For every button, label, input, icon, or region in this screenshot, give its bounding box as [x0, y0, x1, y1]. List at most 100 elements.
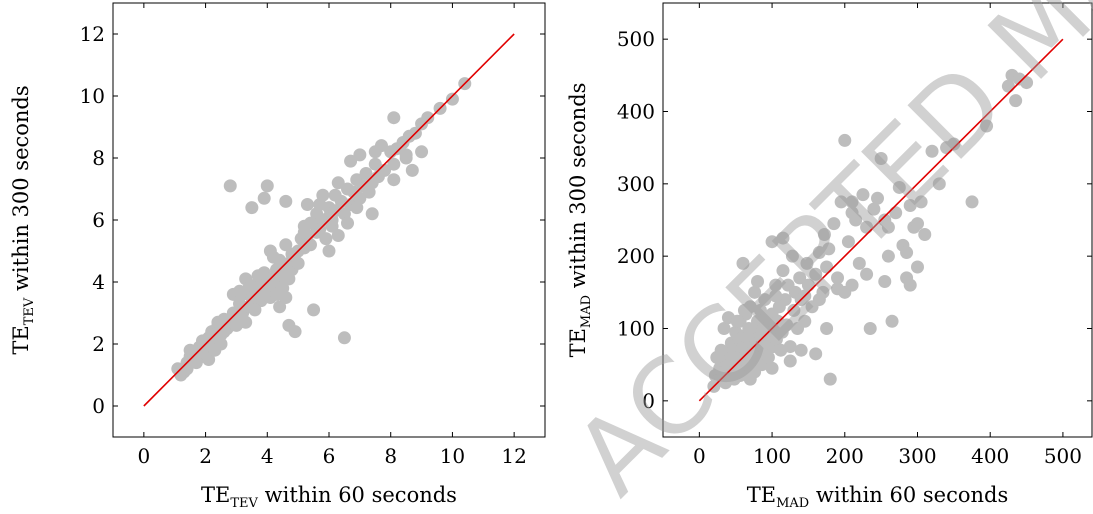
y-tick-label: 100	[617, 317, 655, 341]
scatter-point	[257, 191, 271, 205]
scatter-point	[841, 235, 855, 249]
scatter-point	[800, 256, 814, 270]
y-axis-title-rest: within 300 seconds	[566, 83, 590, 295]
scatter-point	[910, 260, 924, 274]
scatter-point	[733, 369, 747, 383]
scatter-point	[794, 343, 808, 357]
scatter-point	[867, 202, 881, 216]
y-tick-label: 4	[92, 270, 105, 294]
scatter-point	[914, 195, 928, 209]
scatter-point	[337, 331, 351, 345]
scatter-point	[878, 213, 892, 227]
y-axis-title-sub: MAD	[579, 295, 594, 328]
scatter-point	[845, 195, 859, 209]
scatter-point	[812, 293, 826, 307]
scatter-point	[831, 282, 845, 296]
scatter-point	[266, 250, 280, 264]
scatter-point	[273, 300, 287, 314]
identity-line	[698, 38, 1064, 402]
scatter-point	[892, 180, 906, 194]
scatter-point	[863, 322, 877, 335]
scatter-point	[758, 293, 772, 307]
scatter-point	[736, 256, 750, 270]
scatter-point	[288, 325, 302, 339]
x-tick-label: 2	[199, 444, 212, 468]
scatter-point	[279, 194, 293, 208]
scatter-point	[918, 227, 932, 241]
scatter-point	[285, 247, 299, 261]
scatter-point	[279, 291, 293, 304]
scatter-point	[845, 278, 859, 292]
scatter-point	[765, 361, 779, 375]
scatter-point	[776, 231, 790, 245]
y-axis-title: TEMAD within 300 seconds	[566, 83, 594, 358]
scatter-point	[874, 152, 888, 166]
scatter-point	[900, 246, 914, 260]
scatter-point	[297, 225, 311, 239]
scatter-point	[809, 267, 823, 281]
scatter-point	[823, 372, 837, 386]
y-tick-label: 6	[92, 208, 105, 232]
scatter-point	[787, 303, 801, 317]
x-tick-label: 0	[137, 444, 150, 468]
x-tick-label: 6	[323, 444, 336, 468]
x-tick-label: 4	[261, 444, 274, 468]
scatter-point	[748, 365, 762, 379]
scatter-point	[307, 303, 321, 317]
scatter-point	[834, 195, 848, 209]
scatter-point	[344, 154, 358, 168]
x-axis-title: TEMAD within 60 seconds	[747, 483, 1008, 511]
scatter-point	[860, 267, 874, 281]
scatter-point	[387, 157, 401, 171]
scatter-point	[831, 271, 845, 285]
x-tick-label: 12	[501, 444, 526, 468]
scatter-point	[910, 217, 924, 231]
scatter-point	[331, 176, 345, 190]
scatter-point	[260, 179, 274, 193]
scatter-point	[374, 139, 388, 153]
scatter-point	[189, 356, 203, 370]
scatter-point	[903, 278, 917, 292]
x-axis-title-main: TE	[201, 483, 230, 507]
scatter-point	[730, 314, 744, 328]
y-tick-label: 10	[80, 84, 105, 108]
x-tick-label: 10	[440, 444, 465, 468]
scatter-point	[903, 199, 917, 213]
x-tick-label: 500	[1044, 444, 1082, 468]
scatter-point	[793, 271, 807, 285]
y-axis-title-main: TE	[566, 328, 590, 357]
x-axis-title-rest: within 60 seconds	[258, 483, 457, 507]
scatter-point	[303, 238, 317, 252]
scatter-point	[780, 318, 794, 332]
scatter-point	[229, 318, 243, 332]
scatter-point	[783, 340, 797, 354]
scatter-point	[359, 167, 373, 180]
scatter-point	[878, 274, 892, 288]
scatter-point	[881, 249, 895, 263]
scatter-point	[328, 188, 342, 202]
scatter-point	[316, 188, 330, 202]
scatter-point	[817, 227, 831, 241]
scatter-point	[980, 119, 994, 133]
scatter-point	[737, 303, 751, 317]
scatter-point	[387, 111, 401, 125]
plot-frame	[662, 2, 1093, 438]
scatter-point	[714, 343, 728, 357]
x-tick-label: 0	[693, 444, 706, 468]
scatter-point	[769, 278, 783, 292]
scatter-point	[399, 148, 413, 162]
scatter-point	[717, 322, 731, 335]
scatter-point	[820, 322, 834, 335]
scatter-point	[217, 325, 231, 339]
y-tick-label: 12	[80, 22, 105, 46]
scatter-point	[325, 213, 339, 227]
y-axis-title: TETEV within 300 seconds	[9, 85, 37, 354]
scatter-point	[322, 244, 336, 258]
x-tick-label: 400	[971, 444, 1009, 468]
y-tick-label: 400	[617, 100, 655, 124]
scatter-point	[368, 157, 382, 171]
y-axis-title-rest: within 300 seconds	[9, 85, 33, 297]
scatter-point	[965, 195, 979, 209]
scatter-point	[765, 235, 779, 249]
y-axis-title-sub: TEV	[22, 297, 37, 325]
